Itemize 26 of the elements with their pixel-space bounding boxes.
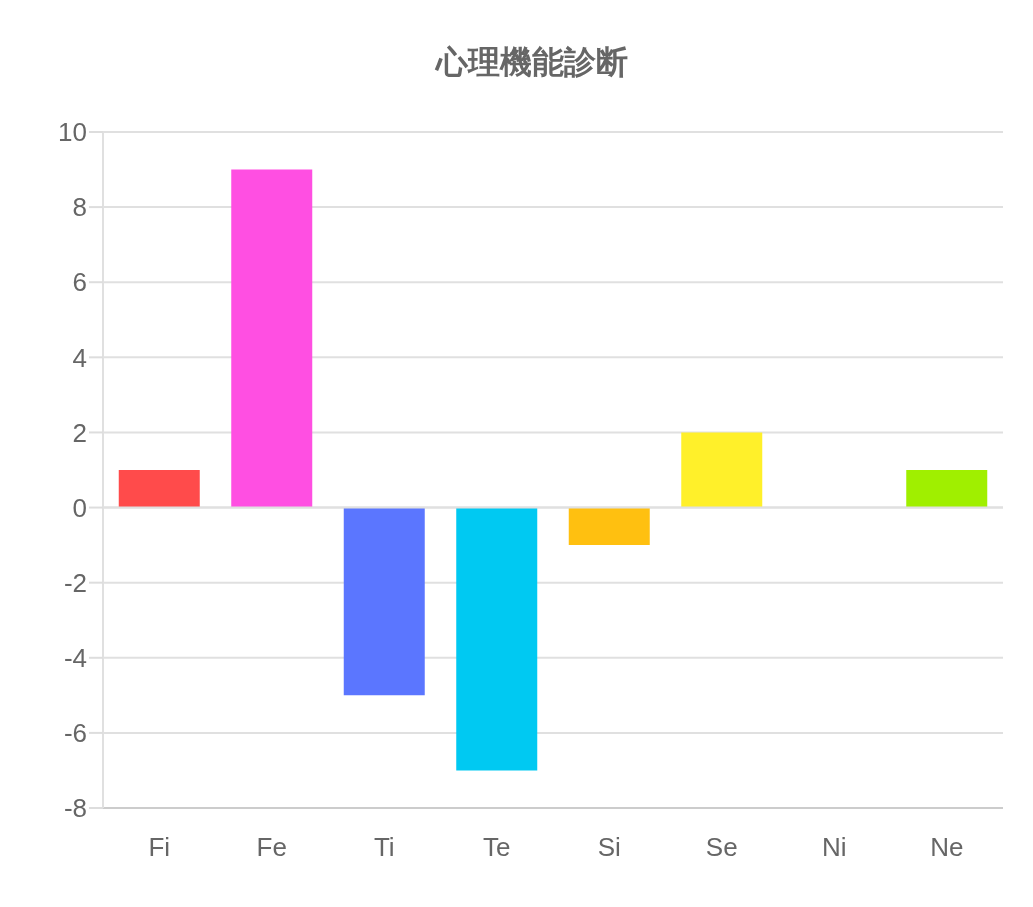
y-tick-label: 10 <box>58 117 87 148</box>
x-tick-label: Fe <box>256 832 287 863</box>
y-tick-label: 2 <box>72 417 87 448</box>
x-tick-label: Se <box>705 832 738 863</box>
bar <box>118 470 200 508</box>
x-tick-label: Ti <box>373 832 395 863</box>
y-tick-label: -8 <box>63 793 87 824</box>
bar <box>681 432 763 508</box>
x-tick-label: Te <box>483 832 511 863</box>
bar <box>906 470 988 508</box>
bar <box>456 507 538 771</box>
x-tick-label: Fi <box>148 832 171 863</box>
y-tick-label: 6 <box>72 267 87 298</box>
y-tick-label: -6 <box>63 718 87 749</box>
y-tick-label: -4 <box>63 643 87 674</box>
x-tick-label: Ni <box>821 832 847 863</box>
chart-title: 心理機能診断 <box>434 42 629 83</box>
bar <box>343 507 425 696</box>
bar <box>231 169 313 508</box>
y-tick-label: 0 <box>72 492 87 523</box>
y-tick-label: 4 <box>72 342 87 373</box>
x-tick-label: Si <box>597 832 621 863</box>
y-tick-label: -2 <box>63 567 87 598</box>
bar <box>568 507 650 546</box>
x-tick-label: Ne <box>930 832 964 863</box>
y-tick-label: 8 <box>72 192 87 223</box>
